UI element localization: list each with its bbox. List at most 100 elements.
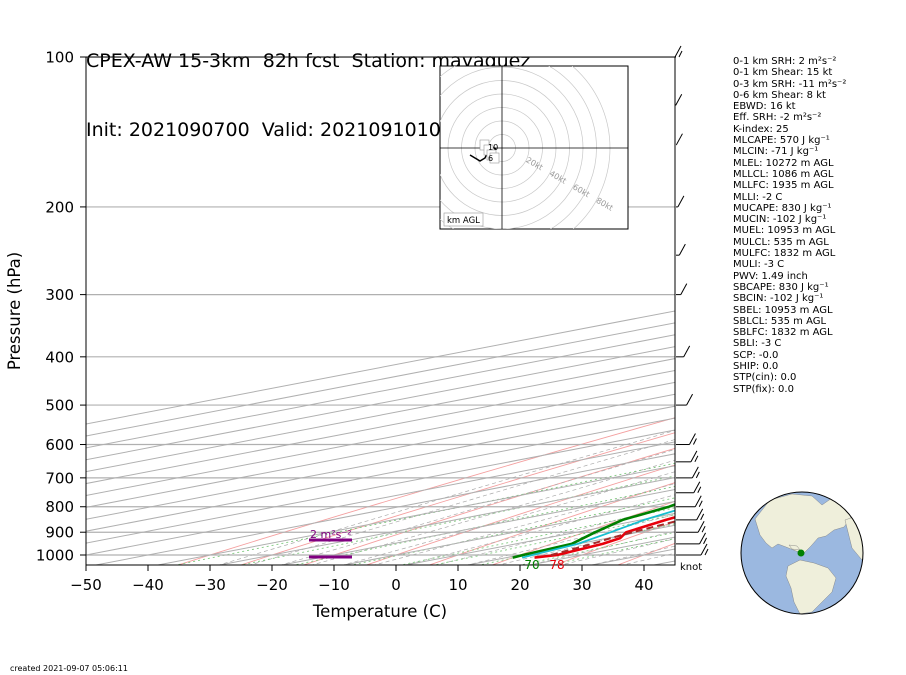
dry-adiabat <box>239 432 675 565</box>
index-line: MULCL: 535 m AGL <box>733 236 829 248</box>
x-tick-label: 30 <box>572 576 591 594</box>
wind-barb-half-feather <box>692 438 697 445</box>
index-line: EBWD: 16 kt <box>733 101 796 113</box>
wind-barb-half-feather <box>704 548 709 556</box>
isotherm <box>86 405 675 520</box>
isotherm <box>86 441 675 556</box>
index-line: STP(fix): 0.0 <box>733 383 794 395</box>
index-line: MULFC: 1832 m AGL <box>733 248 836 260</box>
hodograph-height-label: 6 <box>488 154 493 163</box>
y-axis-label: Pressure (hPa) <box>5 252 24 370</box>
y-tick-label: 100 <box>45 49 74 67</box>
hodograph-legend: km AGL <box>447 216 480 226</box>
globe-south-america <box>785 559 837 614</box>
index-line: MLCIN: -71 J kg⁻¹ <box>733 146 819 158</box>
x-tick-label: 0 <box>391 576 401 594</box>
dry-adiabat <box>176 417 675 565</box>
isotherm <box>86 429 675 544</box>
wind-barb-half-feather <box>678 50 683 58</box>
index-line: MLEL: 10272 m AGL <box>733 157 834 169</box>
index-line: MLLCL: 1086 m AGL <box>733 168 834 180</box>
wind-barb-feather <box>697 520 705 533</box>
y-tick-label: 300 <box>45 286 74 304</box>
isotherm <box>86 417 675 532</box>
x-tick-label: −30 <box>194 576 226 594</box>
isotherm <box>217 477 675 565</box>
index-line: K-index: 25 <box>733 123 789 135</box>
wind-barb-half-feather <box>703 537 708 545</box>
mixing-ratio-line <box>349 497 675 565</box>
dry-adiabat <box>868 57 906 566</box>
wind-barb-half-feather <box>695 471 700 479</box>
x-tick-label: 20 <box>510 576 529 594</box>
hodograph-legend-box <box>443 212 484 227</box>
wind-barb-feather <box>690 450 698 463</box>
hodograph-height-box <box>489 152 500 164</box>
sounding-indices: 0-1 km SRH: 2 m²s⁻² 0-1 km Shear: 15 kt 0-… <box>733 56 846 395</box>
isotherm <box>86 393 675 508</box>
index-line: 0-6 km Shear: 8 kt <box>733 89 826 101</box>
wind-barb-feather <box>694 495 702 507</box>
srh-label: 2 m²s⁻² <box>310 528 352 541</box>
y-tick-label: 400 <box>45 348 74 366</box>
profile-lines <box>512 503 675 559</box>
index-line: SHIP: 0.0 <box>733 361 779 373</box>
y-tick-label: 900 <box>45 524 74 542</box>
y-tick-label: 1000 <box>36 547 74 565</box>
x-tick-label: −20 <box>256 576 288 594</box>
station-marker <box>797 549 805 557</box>
index-line: SBCIN: -102 J kg⁻¹ <box>733 293 824 305</box>
x-tick-label: −10 <box>318 576 350 594</box>
wind-barb-feather <box>691 466 699 479</box>
wind-barbs <box>674 45 709 556</box>
location-globe <box>740 491 864 615</box>
globe-north-america <box>754 493 853 554</box>
y-tick-label: 700 <box>45 469 74 487</box>
index-line: 0-3 km SRH: -11 m²s⁻² <box>733 78 847 90</box>
created-timestamp: created 2021-09-07 05:06:11 <box>10 664 128 673</box>
index-line: SBLFC: 1832 m AGL <box>733 327 833 339</box>
index-line: Eff. SRH: -2 m²s⁻² <box>733 112 822 124</box>
srh-bars: 2 m²s⁻² <box>309 528 352 559</box>
index-line: MUCIN: -102 J kg⁻¹ <box>733 214 827 226</box>
x-tick-label: 10 <box>448 576 467 594</box>
wind-barb-feather <box>696 508 704 521</box>
x-tick-label: 40 <box>634 576 653 594</box>
index-line: SBLI: -3 C <box>733 338 782 350</box>
wind-barb-half-feather <box>698 500 703 507</box>
plot-frame <box>85 56 676 566</box>
surface-dewpoint-label: 70 <box>524 558 539 572</box>
wind-barb-half-feather <box>694 455 699 463</box>
index-line: STP(cin): 0.0 <box>733 372 797 384</box>
barb-units-label: knot <box>680 562 702 573</box>
wind-barb-half-feather <box>697 486 702 494</box>
wind-barb-feather <box>683 345 691 358</box>
wind-barb-feather <box>700 543 708 556</box>
wind-barb-feather <box>677 195 685 208</box>
y-tick-label: 600 <box>45 436 74 454</box>
wind-barb-feather <box>675 94 683 106</box>
index-line: SBEL: 10953 m AGL <box>733 304 833 316</box>
index-line: MLLI: -2 C <box>733 191 783 203</box>
wind-barb-feather <box>678 243 686 256</box>
isotherm <box>86 381 675 496</box>
profile-dewpoint <box>512 503 675 559</box>
globe-outline <box>740 491 864 615</box>
index-line: PWV: 1.49 inch <box>733 270 808 282</box>
wind-barb-feather <box>693 481 701 494</box>
index-line: MLCAPE: 570 J kg⁻¹ <box>733 135 830 147</box>
wind-barb-feather <box>689 433 696 445</box>
index-line: MUCAPE: 830 J kg⁻¹ <box>733 202 832 214</box>
x-tick-label: −40 <box>132 576 164 594</box>
index-line: SCP: -0.0 <box>733 349 779 361</box>
wind-barb-half-feather <box>700 513 705 521</box>
isotherm <box>86 310 675 425</box>
index-line: MUEL: 10953 m AGL <box>733 225 836 237</box>
wind-barb-feather <box>676 133 683 145</box>
isotherm <box>155 465 675 565</box>
index-line: SBCAPE: 830 J kg⁻¹ <box>733 281 829 293</box>
surface-temperature-label: 78 <box>549 558 564 572</box>
wind-barb-feather <box>699 532 706 545</box>
